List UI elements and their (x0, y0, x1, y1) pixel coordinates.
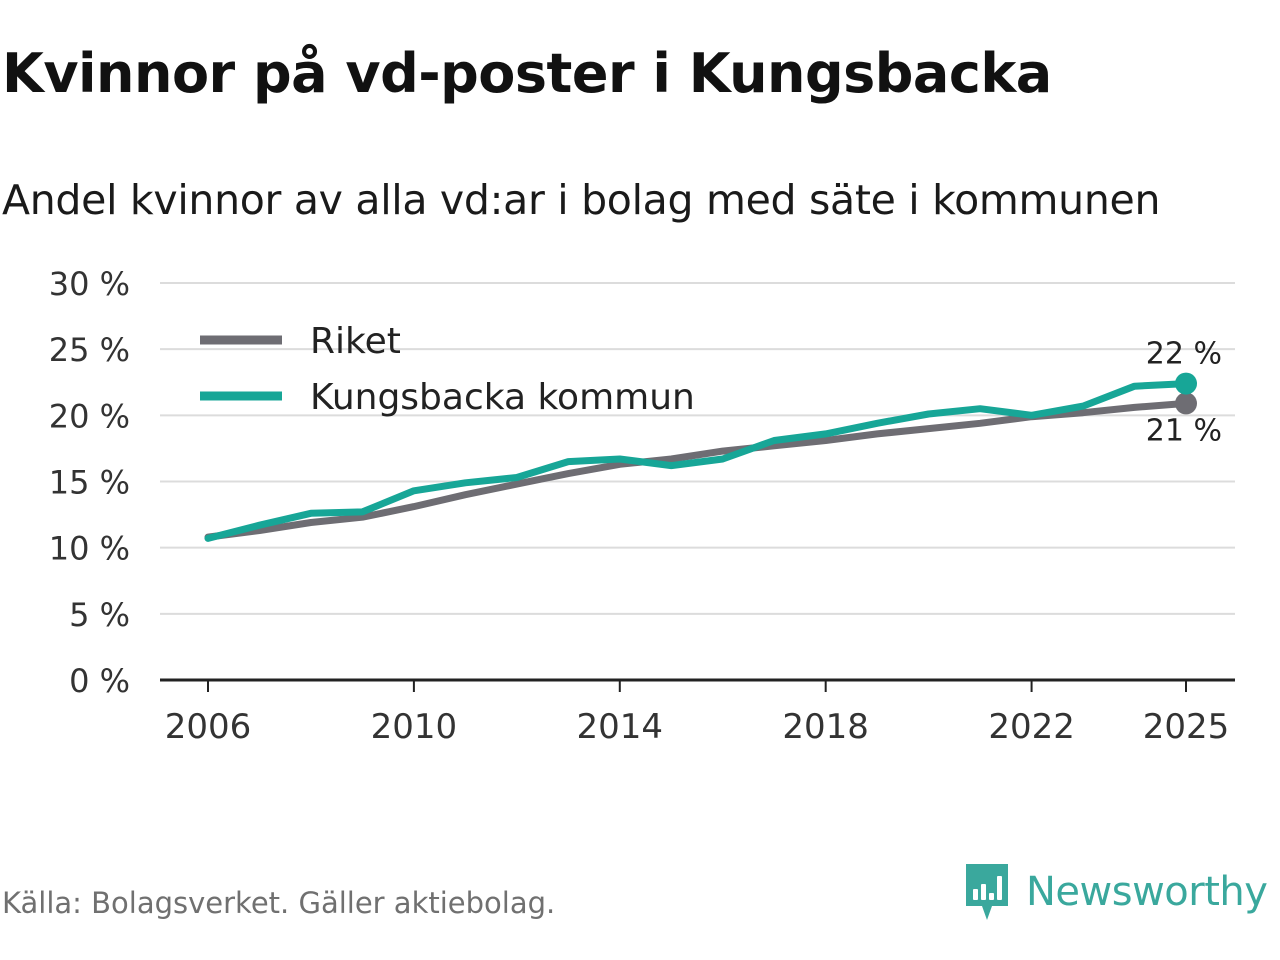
chart-subtitle: Andel kvinnor av alla vd:ar i bolag med … (2, 176, 1161, 224)
x-tick-label: 2010 (371, 707, 458, 747)
x-tick-label: 2018 (782, 707, 869, 747)
x-tick-label: 2022 (988, 707, 1075, 747)
legend-label-riket: Riket (310, 321, 401, 362)
brand-name: Newsworthy (1026, 869, 1268, 915)
end-label-riket: 21 % (1146, 413, 1222, 448)
end-point-riket (1175, 392, 1197, 415)
chart-title: Kvinnor på vd-poster i Kungsbacka (2, 42, 1052, 105)
y-tick-label: 30 % (49, 265, 130, 303)
x-tick-label: 2006 (165, 707, 252, 747)
y-tick-label: 20 % (49, 397, 130, 435)
y-tick-label: 5 % (69, 596, 130, 634)
y-tick-label: 0 % (69, 662, 130, 700)
legend-label-kungsbacka: Kungsbacka kommun (310, 377, 695, 418)
end-point-kungsbacka (1175, 372, 1197, 395)
y-tick-label: 10 % (49, 530, 130, 568)
x-tick-label: 2014 (577, 707, 664, 747)
newsworthy-logo-icon (966, 864, 1008, 920)
end-label-kungsbacka: 22 % (1146, 337, 1222, 372)
series-line-riket (204, 399, 1190, 541)
y-tick-label: 25 % (49, 331, 130, 369)
x-tick-label: 2025 (1143, 707, 1230, 747)
y-tick-label: 15 % (49, 464, 130, 502)
series-line-kungsbacka (204, 380, 1190, 542)
brand[interactable]: Newsworthy (962, 862, 1268, 922)
source-note: Källa: Bolagsverket. Gäller aktiebolag. (2, 886, 556, 920)
